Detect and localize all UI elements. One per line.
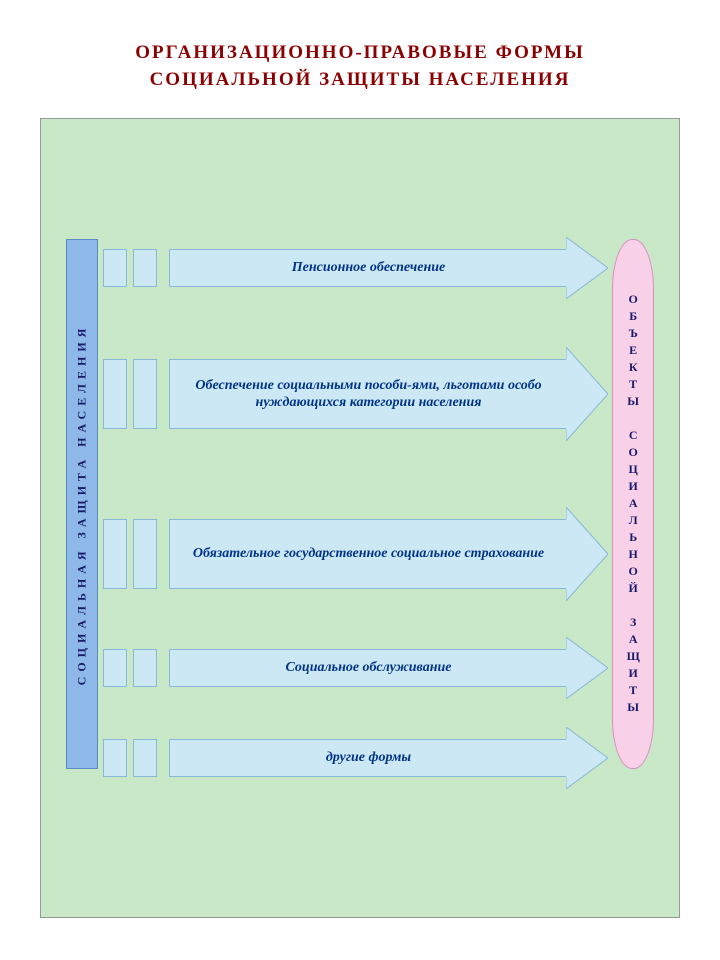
arrow-tail-square bbox=[103, 359, 127, 429]
arrow-row-3: Социальное обслуживание bbox=[103, 649, 607, 687]
arrow-body: Социальное обслуживание bbox=[169, 649, 567, 687]
arrow-tail-square bbox=[133, 249, 157, 287]
arrow-tail-square bbox=[133, 519, 157, 589]
arrow-body: Обязательное государственное социальное … bbox=[169, 519, 567, 589]
arrow-label: Обязательное государственное социальное … bbox=[193, 545, 544, 563]
arrow-row-4: другие формы bbox=[103, 739, 607, 777]
title-line-1: ОРГАНИЗАЦИОННО-ПРАВОВЫЕ ФОРМЫ bbox=[30, 40, 690, 67]
arrows-container: Пенсионное обеспечение Обеспечение социа… bbox=[103, 229, 607, 787]
arrow-label: другие формы bbox=[326, 749, 411, 767]
arrow-row-1: Обеспечение социальными пособи-ями, льго… bbox=[103, 359, 607, 429]
arrow-body: Пенсионное обеспечение bbox=[169, 249, 567, 287]
arrow-row-0: Пенсионное обеспечение bbox=[103, 249, 607, 287]
arrow-head-icon bbox=[567, 649, 607, 687]
arrow-tail-square bbox=[133, 359, 157, 429]
arrow-head-icon bbox=[567, 249, 607, 287]
arrow-label: Пенсионное обеспечение bbox=[292, 259, 446, 277]
arrow-head-icon bbox=[567, 359, 607, 429]
arrow-tail-square bbox=[133, 649, 157, 687]
left-vertical-bar: СОЦИАЛЬНАЯ ЗАЩИТА НАСЕЛЕНИЯ bbox=[66, 239, 98, 769]
diagram-title: ОРГАНИЗАЦИОННО-ПРАВОВЫЕ ФОРМЫ СОЦИАЛЬНОЙ… bbox=[0, 0, 720, 108]
arrow-label: Социальное обслуживание bbox=[285, 659, 451, 677]
arrow-tail-square bbox=[103, 519, 127, 589]
arrow-tail-square bbox=[103, 649, 127, 687]
arrow-row-2: Обязательное государственное социальное … bbox=[103, 519, 607, 589]
main-panel: СОЦИАЛЬНАЯ ЗАЩИТА НАСЕЛЕНИЯ ОБЪЕКТЫ СОЦИ… bbox=[40, 118, 680, 918]
arrow-body: Обеспечение социальными пособи-ями, льго… bbox=[169, 359, 567, 429]
right-vertical-bar: ОБЪЕКТЫ СОЦИАЛЬНОЙ ЗАЩИТЫ bbox=[612, 239, 654, 769]
arrow-tail-square bbox=[103, 739, 127, 777]
arrow-tail-square bbox=[103, 249, 127, 287]
arrow-head-icon bbox=[567, 739, 607, 777]
arrow-head-icon bbox=[567, 519, 607, 589]
right-bar-label: ОБЪЕКТЫ СОЦИАЛЬНОЙ ЗАЩИТЫ bbox=[626, 292, 640, 717]
arrow-tail-square bbox=[133, 739, 157, 777]
title-line-2: СОЦИАЛЬНОЙ ЗАЩИТЫ НАСЕЛЕНИЯ bbox=[30, 67, 690, 94]
left-bar-label: СОЦИАЛЬНАЯ ЗАЩИТА НАСЕЛЕНИЯ bbox=[75, 323, 90, 685]
arrow-label: Обеспечение социальными пособи-ями, льго… bbox=[180, 377, 557, 412]
arrow-body: другие формы bbox=[169, 739, 567, 777]
